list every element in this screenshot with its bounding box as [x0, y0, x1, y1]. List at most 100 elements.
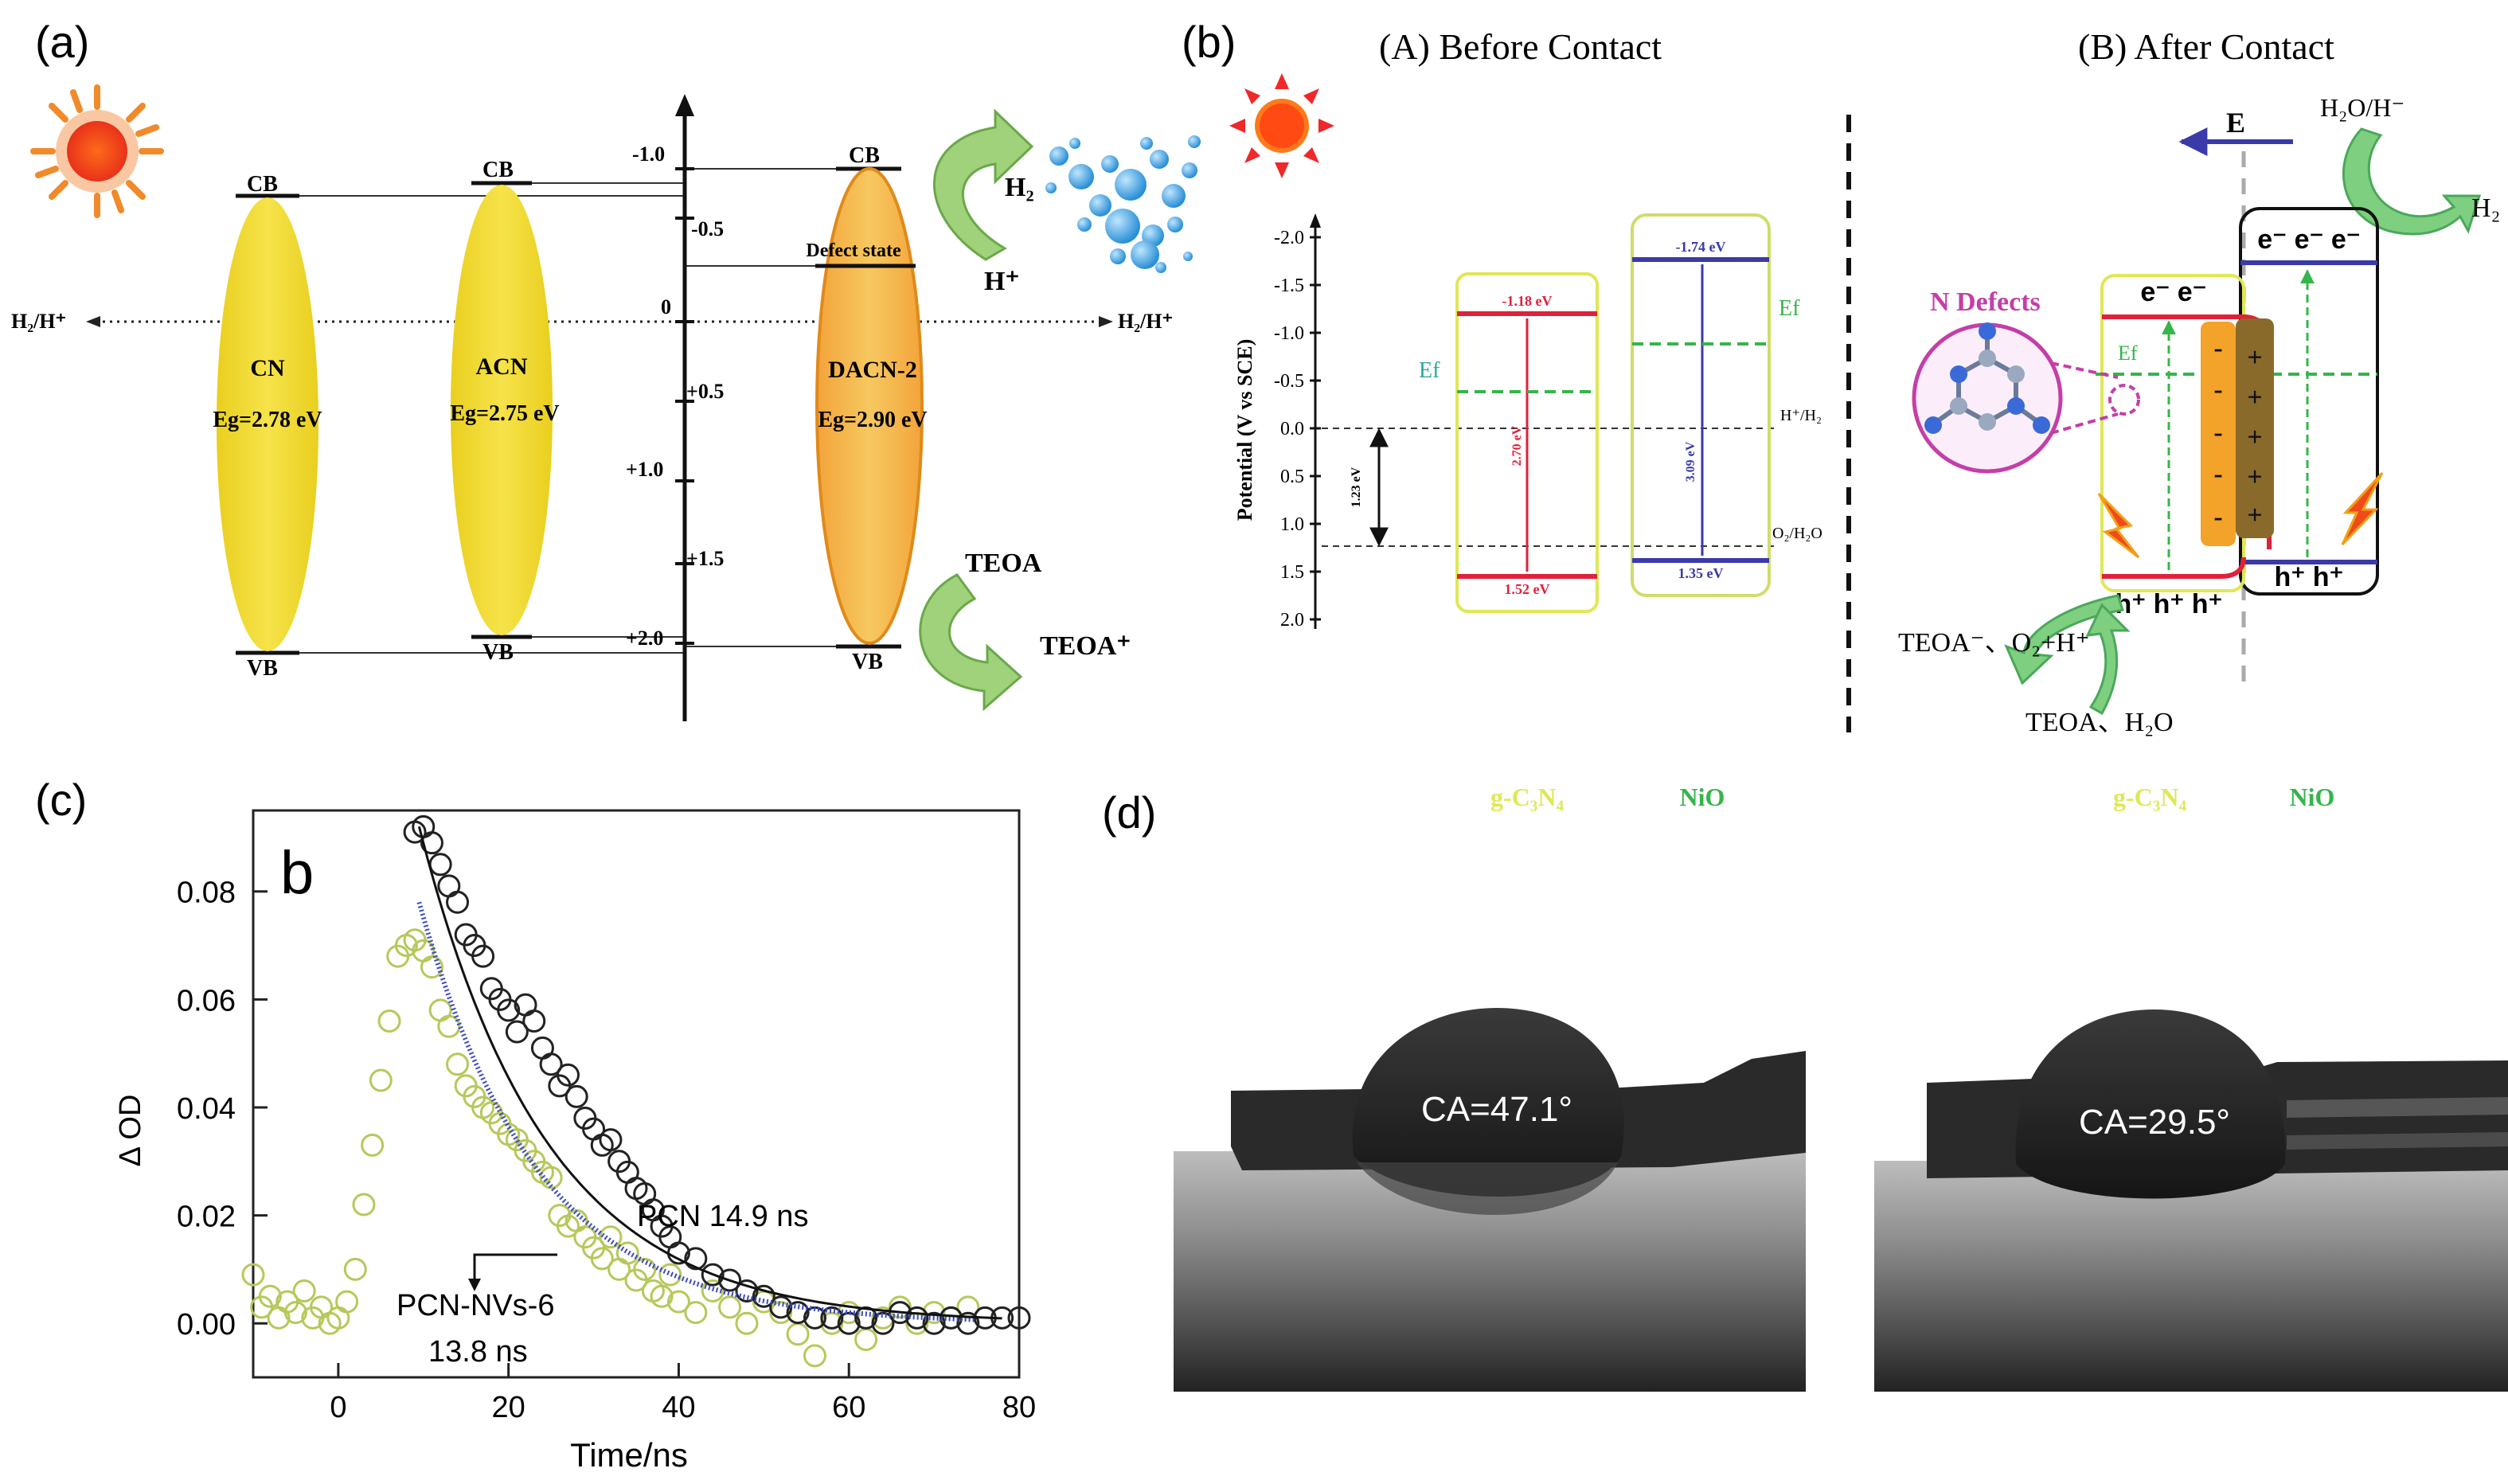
- data-point-pcn: [539, 1052, 563, 1076]
- y-tick-label: 0.00: [177, 1308, 236, 1341]
- cn-cb-label: CB: [247, 172, 278, 197]
- x-tick-label: 40: [662, 1391, 695, 1424]
- y-tick-label: 0.06: [177, 984, 236, 1017]
- contact-angle-right-value: CA=29.5°: [2079, 1103, 2230, 1142]
- potential-axis-b: -2.0 -1.5 -1.0 -0.5 0.0 0.5 1.0 1.5 2.0 …: [1233, 213, 1321, 631]
- data-point-pcn-nvs: [437, 1014, 461, 1038]
- h2-ref-label-left: H₂/H⁺: [11, 310, 66, 333]
- panel-b-label: (b): [1182, 17, 1236, 67]
- x-tick-label: 80: [1002, 1391, 1036, 1424]
- dacn2-band: CB VB Defect state DACN-2 Eg=2.90 eV: [806, 143, 927, 674]
- teoa-arrow-in: [2085, 603, 2131, 716]
- fit-line-pcn: [417, 826, 1002, 1320]
- data-point-pcn-nvs: [420, 955, 443, 979]
- data-point-pcn-nvs: [361, 1133, 385, 1157]
- nio-label-before: NiO: [1680, 783, 1725, 811]
- data-point-pcn: [505, 1020, 529, 1044]
- cn-name: CN: [250, 355, 285, 381]
- h2-evolution-arrow: [2342, 127, 2482, 236]
- dacn2-cb-label: CB: [849, 143, 880, 168]
- data-point-pcn-nvs: [292, 1279, 316, 1303]
- svg-text:+: +: [2247, 423, 2262, 452]
- panel-d: (d) CA=47.1° CA=29.5°: [1102, 787, 2508, 1392]
- svg-text:-: -: [2213, 502, 2222, 532]
- data-point-pcn-nvs: [428, 998, 452, 1022]
- y-axis-label: Δ OD: [114, 1095, 147, 1167]
- nio-vb-value: 1.35 eV: [1678, 565, 1724, 581]
- n-defects-label: N Defects: [1930, 287, 2041, 317]
- title-after-contact: (B) After Contact: [2078, 26, 2334, 67]
- data-point-pcn: [1007, 1306, 1031, 1330]
- data-point-pcn-nvs: [590, 1247, 614, 1271]
- data-point-pcn: [530, 1036, 554, 1060]
- chart-inner-label: b: [280, 839, 314, 907]
- ef-nio-label: Ef: [1779, 296, 1800, 321]
- data-point-pcn-nvs: [369, 1068, 393, 1092]
- x-tick-label: 0: [330, 1391, 346, 1424]
- data-point-pcn-nvs: [335, 1290, 359, 1314]
- svg-text:-: -: [2213, 418, 2222, 447]
- b-y-axis-label: Potential (V vs SCE): [1233, 339, 1256, 521]
- data-point-pcn: [446, 890, 470, 914]
- data-point-pcn-nvs: [718, 1295, 742, 1319]
- b-tick-7: 1.0: [1280, 514, 1304, 535]
- data-point-pcn-nvs: [658, 1263, 682, 1287]
- data-point-pcn: [871, 1311, 895, 1335]
- nio-cb-value: -1.74 eV: [1676, 239, 1726, 255]
- cn-eg: Eg=2.78 eV: [213, 408, 322, 432]
- atom-icons: [1924, 322, 2050, 434]
- nio-holes: h⁺ h⁺: [2275, 562, 2344, 592]
- data-point-pcn: [922, 1311, 946, 1335]
- acn-cb-label: CB: [482, 158, 514, 182]
- panel-d-label: (d): [1102, 787, 1156, 838]
- data-point-pcn-nvs: [615, 1241, 639, 1265]
- oxidation-arrow: [919, 573, 1023, 712]
- ref-h2-label: H⁺/H₂: [1780, 407, 1822, 424]
- data-point-pcn: [837, 1311, 861, 1335]
- data-point-pcn-nvs: [283, 1301, 307, 1325]
- data-point-pcn-nvs: [820, 1311, 844, 1335]
- contact-angle-photo-left: CA=47.1°: [1174, 1008, 1806, 1392]
- chart-frame: [252, 809, 1021, 1379]
- data-point-pcn-nvs: [735, 1311, 759, 1335]
- acn-eg: Eg=2.75 eV: [450, 401, 559, 426]
- ref-o2-label: O₂/H₂O: [1772, 525, 1822, 542]
- e-field-label: E: [2226, 107, 2245, 139]
- n-defects-inset: N Defects: [1912, 287, 2140, 474]
- data-point-pcn-nvs: [684, 1301, 708, 1325]
- h2-product: H₂: [1005, 173, 1034, 202]
- data-point-pcn: [599, 1128, 623, 1152]
- title-before-contact: (A) Before Contact: [1379, 26, 1662, 67]
- ef-gcn-label: Ef: [1419, 358, 1440, 383]
- data-point-pcn-nvs: [377, 1009, 401, 1033]
- reduction-arrow: [933, 108, 1034, 261]
- data-point-pcn: [786, 1301, 810, 1325]
- svg-text:-: -: [2213, 375, 2222, 404]
- nio-electrons: e⁻ e⁻ e⁻: [2257, 225, 2360, 255]
- nio-box-before: -1.74 eV 1.35 eV 3.09 eV Ef: [1631, 213, 1800, 597]
- b-tick-2: -1.5: [1274, 275, 1304, 296]
- sun-icon: [30, 84, 164, 218]
- panel-a-label: (a): [35, 17, 89, 67]
- h-plus-reactant: H⁺: [984, 267, 1019, 296]
- axis-tick-minus-0-5: -0.5: [691, 217, 724, 240]
- teoa-in-label: TEOA、H₂O: [2026, 708, 2174, 737]
- h2o-h-label: H₂O/H⁻: [2320, 93, 2404, 122]
- gcn-vb-value: 1.52 eV: [1505, 581, 1550, 597]
- b-tick-8: 1.5: [1280, 562, 1304, 583]
- cn-band: CB VB CN Eg=2.78 eV: [213, 172, 322, 681]
- data-point-pcn-nvs: [786, 1322, 810, 1346]
- sun-icon: [1229, 73, 1334, 178]
- data-point-pcn-nvs: [539, 1166, 563, 1189]
- teoa-reactant: TEOA: [965, 549, 1042, 578]
- cn-vb-label: VB: [247, 656, 278, 681]
- nio-gap-value: 3.09 eV: [1684, 441, 1697, 482]
- axis-tick-0: 0: [661, 295, 671, 318]
- y-tick-label: 0.02: [177, 1201, 236, 1234]
- axis-tick-plus-1-5: +1.5: [686, 547, 724, 570]
- axis-tick-plus-2: +2.0: [626, 627, 663, 650]
- h2-bubbles-icon: [1045, 135, 1201, 273]
- gcn-label-before: g-C₃N₄: [1490, 783, 1564, 811]
- data-point-pcn: [420, 831, 443, 855]
